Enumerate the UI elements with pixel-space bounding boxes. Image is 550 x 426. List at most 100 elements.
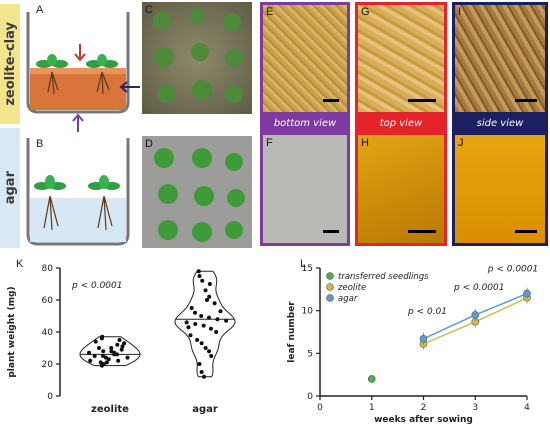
legend-label: transferred seedlings bbox=[338, 272, 429, 282]
zeolite-clay-tag-text: zeolite-clay bbox=[2, 22, 18, 106]
agar-tag-text: agar bbox=[2, 171, 18, 205]
panel-d-photo bbox=[142, 136, 252, 248]
data-point-agar bbox=[200, 278, 205, 283]
panel-a-diagram bbox=[26, 12, 130, 114]
data-point-zeolite bbox=[106, 357, 111, 362]
p-value-annotation: p < 0.01 bbox=[407, 307, 447, 317]
data-point-agar bbox=[189, 306, 194, 310]
data-point-zeolite bbox=[88, 358, 93, 363]
legend-marker-agar bbox=[326, 294, 334, 302]
top-view-label: top view bbox=[355, 115, 447, 132]
zeolite-soil bbox=[30, 72, 126, 110]
data-point-zeolite bbox=[101, 354, 106, 358]
seedling-right bbox=[86, 54, 118, 95]
data-point-agar bbox=[207, 282, 212, 286]
chart-k-violin: 0 20 40 60 80 plant weight (mg) p < 0.0001 zeol… bbox=[7, 264, 236, 415]
panel-c-photo bbox=[142, 2, 252, 114]
panel-label-c: C bbox=[145, 4, 153, 16]
panel-i-photo bbox=[452, 2, 548, 115]
seedling-left-agar bbox=[34, 175, 66, 231]
data-point-zeolite bbox=[115, 352, 120, 357]
bottom-view-label: bottom view bbox=[260, 115, 350, 132]
data-point-zeolite bbox=[92, 354, 97, 358]
legend-label: agar bbox=[338, 294, 358, 304]
panel-label-a: A bbox=[36, 4, 44, 16]
x-tick-label: agar bbox=[192, 404, 218, 415]
y-tick-label: 60 bbox=[42, 296, 54, 306]
y-axis-label: leaf number bbox=[287, 301, 297, 363]
x-tick-label: 4 bbox=[524, 403, 530, 413]
purple-arrow-left bbox=[119, 81, 140, 93]
data-point-zeolite bbox=[122, 341, 127, 346]
y-tick-label: 40 bbox=[42, 328, 54, 338]
data-point-zeolite bbox=[104, 360, 109, 365]
panel-g-photo bbox=[355, 2, 447, 115]
data-point-agar bbox=[199, 314, 204, 318]
x-tick-label: 2 bbox=[421, 403, 427, 413]
panel-label-h: H bbox=[361, 137, 369, 149]
data-point-agar bbox=[197, 362, 202, 366]
data-point-agar bbox=[197, 274, 202, 278]
x-axis-label: weeks after sowing bbox=[374, 415, 473, 424]
panel-f-photo bbox=[260, 132, 350, 246]
data-point-zeolite bbox=[112, 352, 117, 357]
x-tick-label: 1 bbox=[369, 403, 375, 413]
data-point-agar bbox=[207, 349, 212, 354]
y-tick-label: 80 bbox=[42, 264, 54, 274]
panel-j-photo bbox=[452, 132, 548, 246]
data-point-agar bbox=[471, 311, 480, 319]
data-point-agar bbox=[214, 330, 219, 334]
panel-label-f: F bbox=[266, 137, 273, 149]
data-point-agar bbox=[188, 333, 193, 338]
data-point-agar bbox=[203, 346, 208, 350]
agar-medium bbox=[30, 198, 126, 242]
violin-zeolite bbox=[79, 336, 141, 367]
data-point-agar bbox=[218, 309, 223, 314]
data-point-zeolite bbox=[116, 358, 121, 363]
legend-marker-zeolite bbox=[326, 283, 334, 291]
data-point-agar bbox=[419, 335, 428, 343]
data-point-zeolite bbox=[101, 349, 106, 354]
panel-label-i: I bbox=[458, 6, 462, 18]
data-point-zeolite bbox=[109, 349, 114, 354]
legend-marker-transferred seedlings bbox=[326, 272, 334, 280]
data-point-zeolite bbox=[125, 355, 130, 360]
x-tick-label: zeolite bbox=[91, 404, 129, 415]
data-point-agar bbox=[186, 325, 191, 330]
data-point-agar bbox=[195, 338, 200, 342]
data-point-agar bbox=[193, 322, 198, 326]
data-point-agar bbox=[224, 318, 229, 323]
y-tick-label: 5 bbox=[307, 349, 313, 359]
data-point-agar bbox=[215, 317, 220, 322]
data-point-agar bbox=[184, 320, 189, 325]
data-point-agar bbox=[199, 370, 204, 374]
x-tick-label: 3 bbox=[472, 403, 478, 413]
data-point-zeolite bbox=[99, 363, 104, 368]
data-point-zeolite bbox=[98, 360, 103, 365]
seedling-left bbox=[36, 54, 68, 95]
data-point-agar bbox=[201, 323, 206, 328]
seedling-right-agar bbox=[88, 175, 120, 231]
data-point-agar bbox=[196, 269, 201, 274]
data-point-agar bbox=[207, 294, 212, 299]
y-tick-label: 10 bbox=[302, 307, 314, 317]
data-point-agar bbox=[192, 310, 197, 315]
data-point-zeolite bbox=[96, 346, 101, 350]
data-point-zeolite bbox=[119, 347, 124, 352]
zeolite-clay-tag: zeolite-clay bbox=[0, 4, 20, 124]
data-point-agar bbox=[212, 301, 217, 306]
purple-arrow-up bbox=[72, 113, 84, 132]
data-point-agar bbox=[206, 315, 211, 320]
panel-h-photo bbox=[355, 132, 447, 246]
data-point-zeolite bbox=[87, 350, 92, 355]
data-point-agar bbox=[204, 298, 209, 302]
legend-label: zeolite bbox=[337, 283, 366, 293]
y-axis-label: plant weight (mg) bbox=[7, 286, 17, 377]
panel-label-k: K bbox=[16, 258, 24, 270]
panel-label-g: G bbox=[361, 6, 370, 18]
data-point-agar bbox=[199, 341, 204, 346]
y-tick-label: 20 bbox=[42, 360, 54, 370]
panel-label-d: D bbox=[145, 138, 153, 150]
data-point-transferred seedlings bbox=[367, 375, 376, 383]
data-point-zeolite bbox=[120, 344, 125, 349]
